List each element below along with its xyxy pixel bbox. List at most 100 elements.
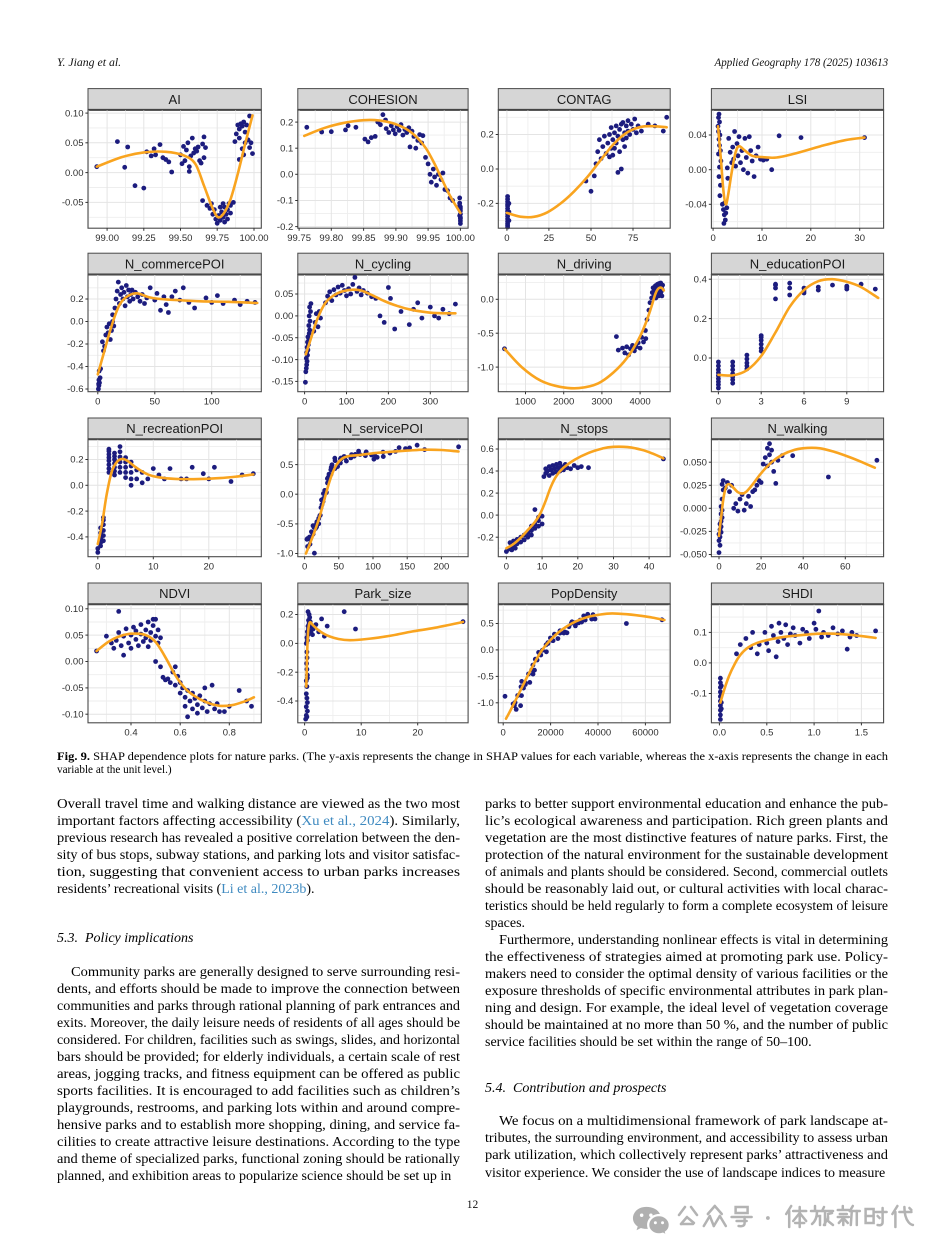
svg-text:25: 25 — [544, 233, 555, 244]
svg-text:N_commercePOI: N_commercePOI — [125, 256, 225, 271]
svg-text:N_servicePOI: N_servicePOI — [343, 421, 423, 436]
svg-text:100: 100 — [365, 561, 381, 572]
svg-text:0.4: 0.4 — [481, 466, 494, 477]
svg-text:-0.5: -0.5 — [477, 672, 493, 683]
svg-text:0.0: 0.0 — [280, 639, 293, 650]
svg-text:N_recreationPOI: N_recreationPOI — [126, 421, 223, 436]
svg-text:100.00: 100.00 — [239, 233, 268, 244]
svg-text:0.05: 0.05 — [275, 289, 294, 300]
svg-text:0.2: 0.2 — [280, 117, 293, 128]
svg-text:100.00: 100.00 — [446, 233, 475, 244]
svg-text:-0.4: -0.4 — [67, 362, 83, 373]
svg-text:0.2: 0.2 — [70, 294, 83, 305]
svg-text:0.5: 0.5 — [481, 619, 494, 630]
svg-text:99.90: 99.90 — [384, 233, 408, 244]
svg-text:-0.10: -0.10 — [272, 355, 294, 366]
svg-text:10: 10 — [148, 561, 159, 572]
svg-text:0.025: 0.025 — [683, 481, 707, 492]
svg-text:0.5: 0.5 — [760, 727, 773, 738]
svg-text:0.04: 0.04 — [688, 130, 707, 141]
svg-text:-0.5: -0.5 — [477, 328, 493, 339]
svg-text:0.00: 0.00 — [65, 657, 84, 668]
svg-text:-0.2: -0.2 — [67, 506, 83, 517]
svg-text:-0.2: -0.2 — [477, 532, 493, 543]
svg-text:0.1: 0.1 — [694, 628, 707, 639]
svg-text:0.0: 0.0 — [694, 353, 707, 364]
svg-text:0.4: 0.4 — [694, 274, 707, 285]
svg-text:1.5: 1.5 — [855, 727, 868, 738]
svg-text:99.75: 99.75 — [205, 233, 229, 244]
svg-text:0: 0 — [504, 561, 509, 572]
svg-text:0.0: 0.0 — [481, 295, 494, 306]
svg-text:0.1: 0.1 — [280, 143, 293, 154]
svg-text:0.000: 0.000 — [683, 504, 707, 515]
svg-text:200: 200 — [380, 396, 396, 407]
svg-text:0: 0 — [302, 727, 307, 738]
svg-text:4000: 4000 — [630, 396, 651, 407]
svg-text:-0.5: -0.5 — [277, 519, 293, 530]
svg-text:40000: 40000 — [585, 727, 611, 738]
svg-text:0.0: 0.0 — [481, 164, 494, 175]
svg-text:10: 10 — [537, 561, 548, 572]
svg-text:-0.2: -0.2 — [277, 222, 293, 233]
svg-text:0.2: 0.2 — [694, 314, 707, 325]
svg-text:-0.05: -0.05 — [272, 333, 294, 344]
svg-text:1.0: 1.0 — [807, 727, 820, 738]
svg-text:-0.050: -0.050 — [680, 550, 707, 561]
svg-text:0: 0 — [95, 561, 100, 572]
svg-text:0.6: 0.6 — [481, 444, 494, 455]
svg-text:SHDI: SHDI — [782, 586, 813, 601]
svg-text:200: 200 — [433, 561, 449, 572]
svg-text:2000: 2000 — [553, 396, 574, 407]
svg-text:-0.1: -0.1 — [277, 196, 293, 207]
svg-text:AI: AI — [169, 92, 181, 107]
svg-text:-0.05: -0.05 — [62, 198, 84, 209]
svg-text:20: 20 — [412, 727, 423, 738]
svg-text:0.8: 0.8 — [223, 727, 236, 738]
svg-text:50: 50 — [334, 561, 345, 572]
svg-text:0.0: 0.0 — [481, 510, 494, 521]
svg-text:0.0: 0.0 — [280, 170, 293, 181]
svg-text:0.0: 0.0 — [70, 481, 83, 492]
svg-text:N_educationPOI: N_educationPOI — [750, 256, 845, 271]
svg-text:0.6: 0.6 — [174, 727, 187, 738]
svg-text:60: 60 — [840, 561, 851, 572]
svg-text:0.05: 0.05 — [65, 138, 84, 149]
svg-text:-1.0: -1.0 — [477, 362, 493, 373]
svg-text:0.0: 0.0 — [70, 317, 83, 328]
svg-text:0.0: 0.0 — [694, 658, 707, 669]
svg-text:0: 0 — [716, 396, 721, 407]
svg-text:-1.0: -1.0 — [477, 698, 493, 709]
svg-text:6: 6 — [801, 396, 806, 407]
svg-text:0: 0 — [504, 233, 509, 244]
svg-text:-0.4: -0.4 — [277, 696, 293, 707]
svg-text:3: 3 — [759, 396, 764, 407]
svg-text:50: 50 — [586, 233, 597, 244]
svg-text:60000: 60000 — [632, 727, 658, 738]
svg-text:0.050: 0.050 — [683, 457, 707, 468]
svg-text:20: 20 — [756, 561, 767, 572]
svg-text:99.85: 99.85 — [352, 233, 376, 244]
svg-text:10: 10 — [356, 727, 367, 738]
svg-text:0.0: 0.0 — [713, 727, 726, 738]
svg-text:99.80: 99.80 — [319, 233, 343, 244]
svg-text:COHESION: COHESION — [348, 92, 417, 107]
svg-text:0.2: 0.2 — [280, 610, 293, 621]
svg-text:N_walking: N_walking — [768, 421, 828, 436]
svg-text:0: 0 — [716, 561, 721, 572]
svg-text:Park_size: Park_size — [354, 586, 411, 601]
svg-text:N_driving: N_driving — [557, 256, 612, 271]
svg-text:100: 100 — [339, 396, 355, 407]
svg-text:N_stops: N_stops — [560, 421, 608, 436]
svg-text:PopDensity: PopDensity — [551, 586, 618, 601]
svg-text:-0.2: -0.2 — [67, 339, 83, 350]
svg-text:0: 0 — [710, 233, 715, 244]
svg-text:150: 150 — [399, 561, 415, 572]
svg-text:0: 0 — [302, 396, 307, 407]
svg-text:300: 300 — [422, 396, 438, 407]
svg-text:-0.05: -0.05 — [62, 683, 84, 694]
svg-text:CONTAG: CONTAG — [557, 92, 612, 107]
svg-text:20: 20 — [573, 561, 584, 572]
svg-text:20000: 20000 — [537, 727, 563, 738]
svg-text:40: 40 — [644, 561, 655, 572]
